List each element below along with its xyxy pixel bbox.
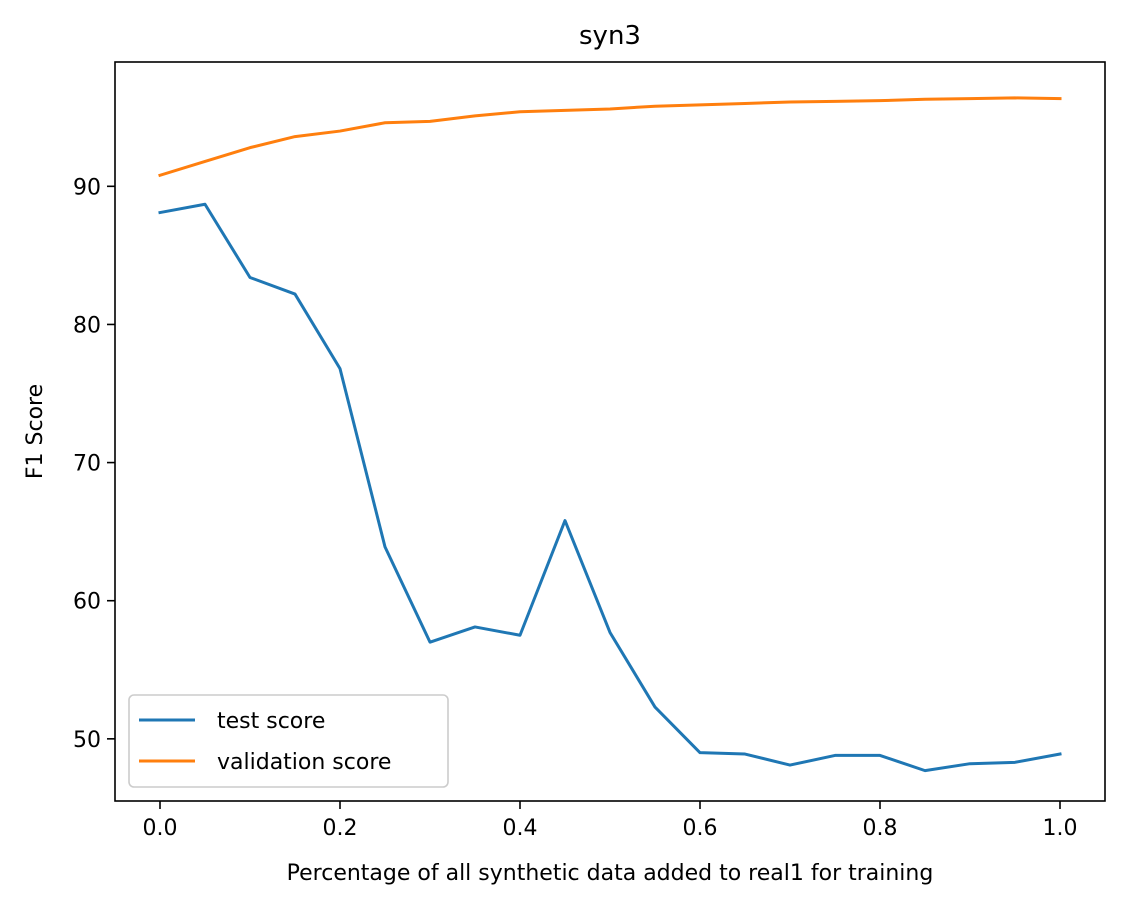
legend-label: validation score [217, 750, 391, 775]
y-tick-label: 70 [73, 452, 101, 477]
x-tick-label: 0.4 [503, 816, 538, 841]
axis-ticks: 0.0 0.2 0.4 0.6 0.8 1.0 50 60 70 80 90 [73, 175, 1078, 841]
x-axis-label: Percentage of all synthetic data added t… [287, 861, 934, 886]
x-tick-label: 0.2 [323, 816, 358, 841]
legend: test score validation score [128, 694, 449, 788]
plot-area [158, 96, 1062, 773]
x-tick-label: 1.0 [1043, 816, 1078, 841]
y-tick-label: 80 [73, 313, 101, 338]
y-axis-label: F1 Score [23, 384, 48, 479]
axes-frame [114, 61, 1106, 802]
y-tick-label: 50 [73, 728, 101, 753]
series-line-test-score [158, 202, 1062, 773]
y-tick-label: 60 [73, 590, 101, 615]
series-line-validation-score [158, 96, 1062, 178]
x-tick-label: 0.0 [143, 816, 178, 841]
x-tick-label: 0.8 [863, 816, 898, 841]
legend-label: test score [217, 709, 325, 734]
legend-box [128, 694, 449, 788]
y-tick-label: 90 [73, 175, 101, 200]
chart-title: syn3 [579, 21, 641, 51]
x-tick-label: 0.6 [683, 816, 718, 841]
